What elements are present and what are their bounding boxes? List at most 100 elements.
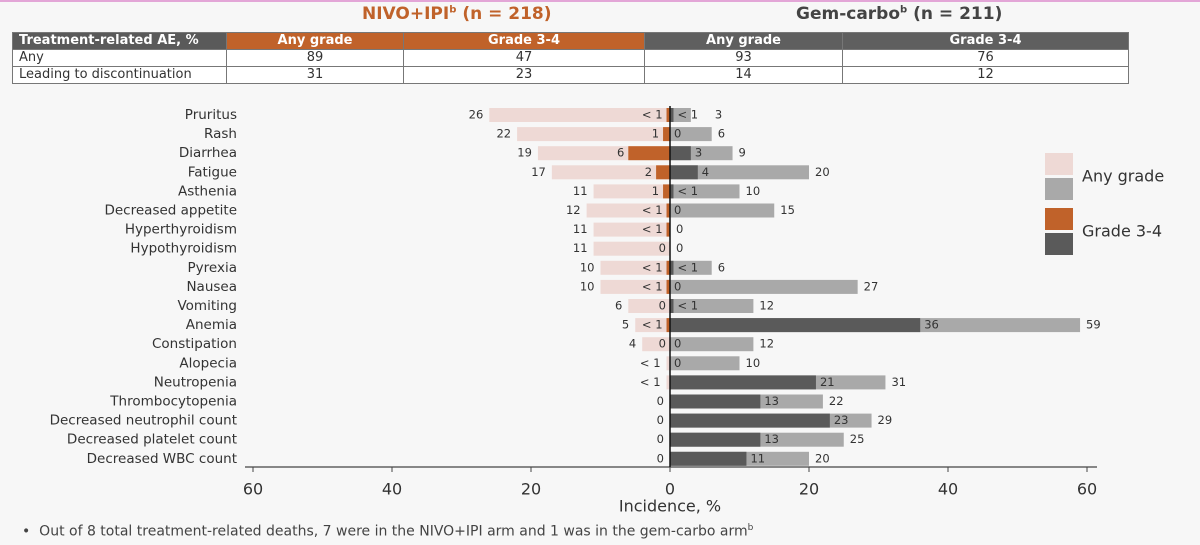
category-label: Decreased WBC count xyxy=(87,451,237,467)
category-label: Alopecia xyxy=(179,355,237,371)
x-tick-label: 20 xyxy=(799,480,819,499)
bar-any-grade xyxy=(642,337,670,352)
footnote-sup: b xyxy=(747,523,754,533)
bar-any-grade xyxy=(670,127,712,142)
bar-any-grade xyxy=(600,260,670,275)
table-cell: 23 xyxy=(403,66,645,84)
grade-3-4-label: 1 xyxy=(652,184,659,198)
arm-sup: b xyxy=(900,4,908,16)
any-grade-label: 6 xyxy=(615,299,622,313)
bar-any-grade xyxy=(666,375,670,390)
table-cell: Any xyxy=(12,49,227,67)
any-grade-label: 26 xyxy=(469,108,484,122)
arm-n: (n = 211) xyxy=(913,4,1003,24)
grade-3-4-label: < 1 xyxy=(642,108,663,122)
bar-any-grade xyxy=(593,222,670,237)
legend-label: Grade 3-4 xyxy=(1082,222,1162,241)
bar-grade-3-4 xyxy=(663,127,670,142)
arm-title: Gem-carbob (n = 211) xyxy=(796,4,1002,24)
bar-any-grade xyxy=(551,165,670,180)
any-grade-label: 0 xyxy=(676,241,683,255)
bar-grade-3-4 xyxy=(666,279,670,294)
any-grade-label: 31 xyxy=(891,375,906,389)
table-cell: 93 xyxy=(644,49,843,67)
bar-any-grade xyxy=(666,356,670,371)
bar-grade-3-4 xyxy=(670,413,830,428)
grade-3-4-label: 36 xyxy=(924,318,939,332)
grade-3-4-label: 0 xyxy=(674,203,681,217)
bar-grade-3-4 xyxy=(670,146,691,161)
bar-grade-3-4 xyxy=(670,375,816,390)
any-grade-label: 17 xyxy=(531,165,546,179)
grade-3-4-label: < 1 xyxy=(642,203,663,217)
any-grade-label: 12 xyxy=(759,299,774,313)
any-grade-label: < 1 xyxy=(640,375,661,389)
grade-3-4-label: 13 xyxy=(764,394,779,408)
bar-grade-3-4 xyxy=(670,318,921,333)
legend-swatch xyxy=(1045,208,1073,230)
any-grade-label: 3 xyxy=(715,108,722,122)
table-cell: 76 xyxy=(842,49,1129,67)
bar-any-grade xyxy=(670,279,858,294)
arm-title: NIVO+IPIb (n = 218) xyxy=(362,4,552,24)
bar-grade-3-4 xyxy=(666,222,670,237)
grade-3-4-label: < 1 xyxy=(677,299,698,313)
grade-3-4-label: 0 xyxy=(659,337,666,351)
category-label: Neutropenia xyxy=(154,374,237,390)
any-grade-label: 59 xyxy=(1086,318,1101,332)
bar-any-grade xyxy=(670,299,754,313)
grade-3-4-label: 23 xyxy=(834,413,849,427)
bar-any-grade xyxy=(635,318,670,333)
x-tick-label: 60 xyxy=(1077,480,1097,499)
category-label: Fatigue xyxy=(188,164,237,180)
grade-3-4-label: 11 xyxy=(750,451,765,465)
category-label: Anemia xyxy=(186,317,237,333)
bar-grade-3-4 xyxy=(670,108,674,122)
bar-grade-3-4 xyxy=(656,165,670,180)
grade-3-4-label: 0 xyxy=(674,279,681,293)
column-header: Any grade xyxy=(644,32,843,50)
summary-table: Treatment-related AE, % Any grade Grade 3-… xyxy=(12,32,1129,84)
bar-any-grade xyxy=(600,279,670,294)
any-grade-label: 0 xyxy=(657,432,664,446)
bar-any-grade xyxy=(586,203,670,218)
any-grade-label: 5 xyxy=(622,318,629,332)
grade-3-4-label: < 1 xyxy=(677,260,698,274)
bar-grade-3-4 xyxy=(628,146,670,161)
table-cell: 89 xyxy=(226,49,404,67)
bar-grade-3-4 xyxy=(666,260,670,275)
column-header: Any grade xyxy=(226,32,404,50)
any-grade-label: 0 xyxy=(657,413,664,427)
any-grade-label: 27 xyxy=(864,279,879,293)
top-rule xyxy=(0,0,1200,2)
bar-any-grade xyxy=(670,260,712,275)
grade-3-4-label: 0 xyxy=(674,337,681,351)
any-grade-label: 22 xyxy=(829,394,844,408)
bar-grade-3-4 xyxy=(666,108,670,122)
table-cell: 12 xyxy=(842,66,1129,84)
arm-sup: b xyxy=(449,4,457,16)
any-grade-label: 20 xyxy=(815,165,830,179)
grade-3-4-label: < 1 xyxy=(642,222,663,236)
any-grade-label: 11 xyxy=(573,184,588,198)
table-header: Treatment-related AE, % Any grade Grade 3-… xyxy=(12,32,1129,50)
any-grade-label: 25 xyxy=(850,432,865,446)
legend-swatch xyxy=(1045,153,1073,175)
table-cell: 14 xyxy=(644,66,843,84)
any-grade-label: 10 xyxy=(746,184,761,198)
grade-3-4-label: 0 xyxy=(674,356,681,370)
bar-grade-3-4 xyxy=(670,451,747,466)
table-row: Any 89 47 93 76 xyxy=(12,49,1129,67)
grade-3-4-label: < 1 xyxy=(677,184,698,198)
x-tick-label: 20 xyxy=(521,480,541,499)
bar-grade-3-4 xyxy=(663,184,670,199)
bar-grade-3-4 xyxy=(666,318,670,333)
grade-3-4-label: < 1 xyxy=(642,260,663,274)
table-body: Any 89 47 93 76 Leading to discontinuation 31 2… xyxy=(12,49,1129,84)
any-grade-label: 22 xyxy=(496,127,511,141)
legend-swatch xyxy=(1045,178,1073,200)
any-grade-label: 19 xyxy=(517,146,532,160)
category-label: Constipation xyxy=(152,336,237,352)
footnote: • Out of 8 total treatment-related death… xyxy=(22,523,754,540)
